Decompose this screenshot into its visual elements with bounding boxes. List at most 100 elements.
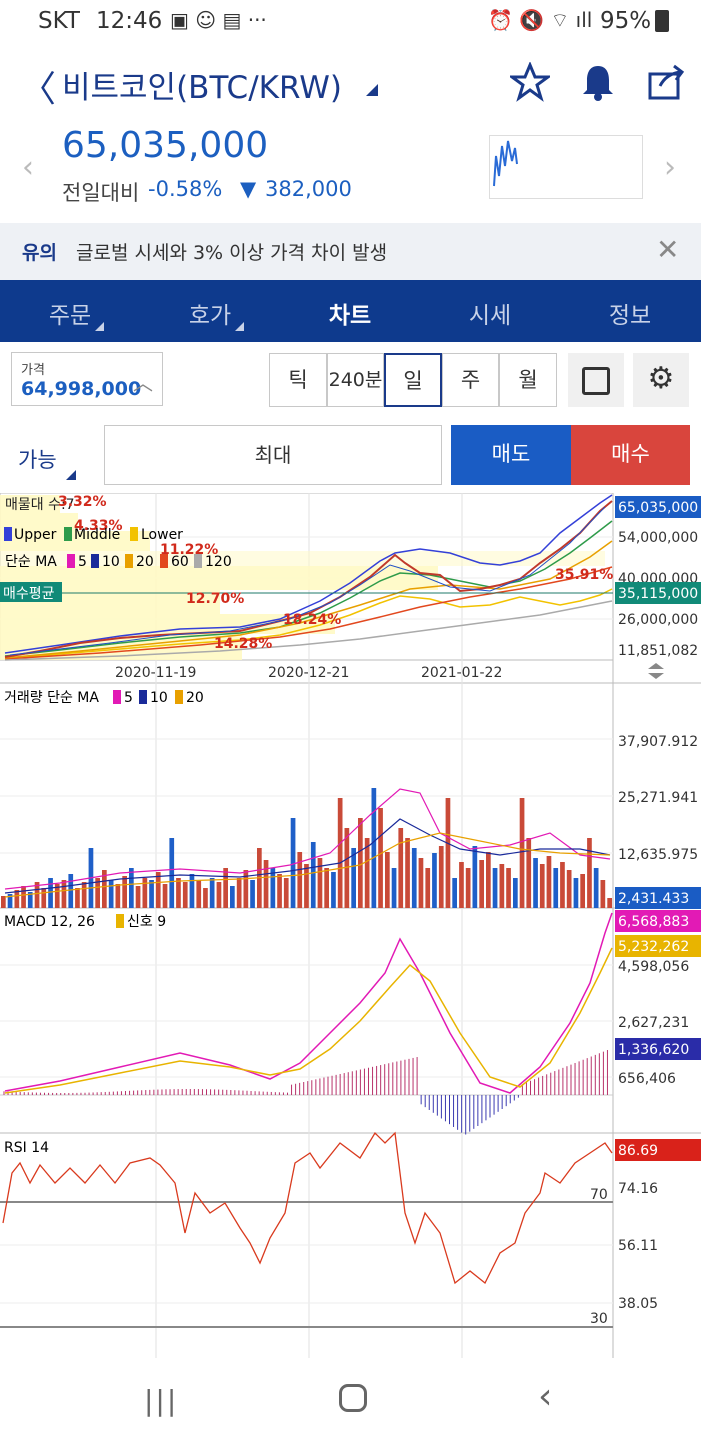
volume-bar [560, 862, 565, 908]
chart-area[interactable]: 매수평균 매물대 수:7 3.32% 4.33% 11.22% 12.70% 1… [0, 493, 701, 1358]
notice-tag: 유의 [22, 242, 57, 264]
next-coin-button[interactable]: › [664, 150, 676, 185]
y-tick: 25,271.941 [618, 790, 698, 806]
prev-coin-button[interactable]: ‹ [22, 150, 34, 185]
volume-bar [142, 878, 148, 908]
page-title[interactable]: 비트코인(BTC/KRW) [62, 70, 343, 106]
volume-bar [566, 870, 572, 908]
volume-bar [452, 878, 457, 908]
legend-ma60: 60 [171, 554, 189, 570]
current-price-badge: 65,035,000 [618, 500, 698, 516]
volume-legend-20: 20 [186, 690, 204, 706]
battery-icon [655, 10, 669, 32]
square-icon [582, 367, 610, 395]
volume-bar [432, 853, 437, 908]
volume-bar [182, 882, 188, 908]
home-icon[interactable] [339, 1384, 367, 1412]
volume-bar [122, 876, 127, 908]
volume-bar [371, 788, 377, 908]
volume-bar [337, 798, 343, 908]
y-tick: 54,000,000 [618, 530, 698, 546]
resize-handle-icon[interactable] [648, 663, 664, 679]
tab-info[interactable]: 정보 [608, 303, 652, 329]
interval-month[interactable]: 월 [499, 353, 557, 407]
volume-bar [445, 798, 451, 908]
volume-bar [398, 828, 404, 908]
volume-bar [34, 882, 40, 908]
volume-bar [21, 886, 26, 908]
volume-bar [41, 888, 47, 908]
mini-chart[interactable] [489, 135, 643, 199]
legend-ma120: 120 [205, 554, 232, 570]
volume-bar [203, 888, 208, 908]
volume-bar [129, 868, 134, 908]
vp-pct-4: 12.70% [186, 591, 244, 607]
volume-bar [506, 868, 511, 908]
volume-current-badge: 2,431.433 [618, 891, 689, 907]
price-selector[interactable]: 가격 64,998,000 ︿ [11, 352, 163, 406]
volume-bar [405, 838, 410, 908]
system-icons: ⏰ 🔇 ⌔ ıll [488, 8, 593, 32]
volume-bar [243, 870, 249, 908]
volume-bar [169, 838, 175, 908]
tab-order[interactable]: 주문 [48, 303, 92, 329]
notice-bar: 유의 글로벌 시세와 3% 이상 가격 차이 발생 ✕ [0, 223, 701, 280]
share-icon[interactable] [646, 62, 686, 102]
interval-tick[interactable]: 틱 [269, 353, 327, 407]
volume-bar [385, 852, 390, 908]
available-label[interactable]: 가능 [18, 448, 57, 472]
title-dropdown-icon[interactable] [366, 84, 378, 96]
volume-bar [230, 886, 235, 908]
hist-badge: 1,336,620 [618, 1042, 689, 1058]
volume-bar [580, 874, 585, 908]
tab-order-dropdown-icon [95, 322, 104, 331]
volume-bar [196, 880, 202, 908]
avg-buy-label: 매수평균 [3, 586, 55, 602]
fullscreen-button[interactable] [568, 353, 624, 407]
max-button[interactable]: 최대 [104, 425, 442, 485]
y-tick: 11,851,082 [618, 643, 698, 659]
interval-week[interactable]: 주 [442, 353, 499, 407]
volume-bar [61, 880, 67, 908]
tab-chart[interactable]: 차트 [328, 303, 372, 329]
tab-orderbook[interactable]: 호가 [188, 303, 232, 329]
x-tick: 2021-01-22 [421, 665, 502, 681]
bell-icon[interactable] [578, 62, 618, 102]
volume-bar [216, 882, 222, 908]
back-button[interactable]: 〈 [20, 69, 57, 110]
volume-bar [553, 868, 559, 908]
volume-bar [250, 880, 255, 908]
recent-apps-icon[interactable]: ||| [144, 1384, 179, 1417]
volume-bar [95, 878, 100, 908]
legend-upper: Upper [14, 527, 57, 543]
volume-bar [81, 882, 87, 908]
interval-240m[interactable]: 240분 [327, 353, 384, 407]
volume-bar [472, 846, 478, 908]
current-price: 65,035,000 [62, 125, 269, 166]
volume-legend-10: 10 [150, 690, 168, 706]
y-tick: 74.16 [618, 1181, 658, 1197]
sell-button[interactable]: 매도 [451, 425, 571, 485]
volume-bar [277, 874, 282, 908]
change-percent: -0.58% [148, 177, 223, 201]
available-dropdown-icon[interactable] [66, 470, 76, 480]
volume-bar [593, 868, 599, 908]
change-amount: 382,000 [265, 177, 352, 201]
gear-icon[interactable]: ⚙ [633, 353, 689, 407]
y-tick: 37,907.912 [618, 734, 698, 750]
vp-pct-5: 18.24% [283, 612, 341, 628]
star-icon[interactable] [510, 62, 550, 102]
volume-bar [14, 890, 20, 908]
back-nav-icon[interactable]: ‹ [538, 1376, 553, 1417]
close-icon[interactable]: ✕ [656, 233, 680, 266]
interval-day[interactable]: 일 [384, 353, 442, 407]
buy-button[interactable]: 매수 [571, 425, 690, 485]
volume-bar [513, 878, 518, 908]
change-label: 전일대비 [62, 181, 140, 205]
volume-bar [378, 808, 383, 908]
volume-bar [283, 878, 289, 908]
tab-orderbook-dropdown-icon [235, 322, 244, 331]
volume-bar [135, 886, 141, 908]
tab-market[interactable]: 시세 [468, 303, 512, 329]
volume-bar [587, 838, 592, 908]
